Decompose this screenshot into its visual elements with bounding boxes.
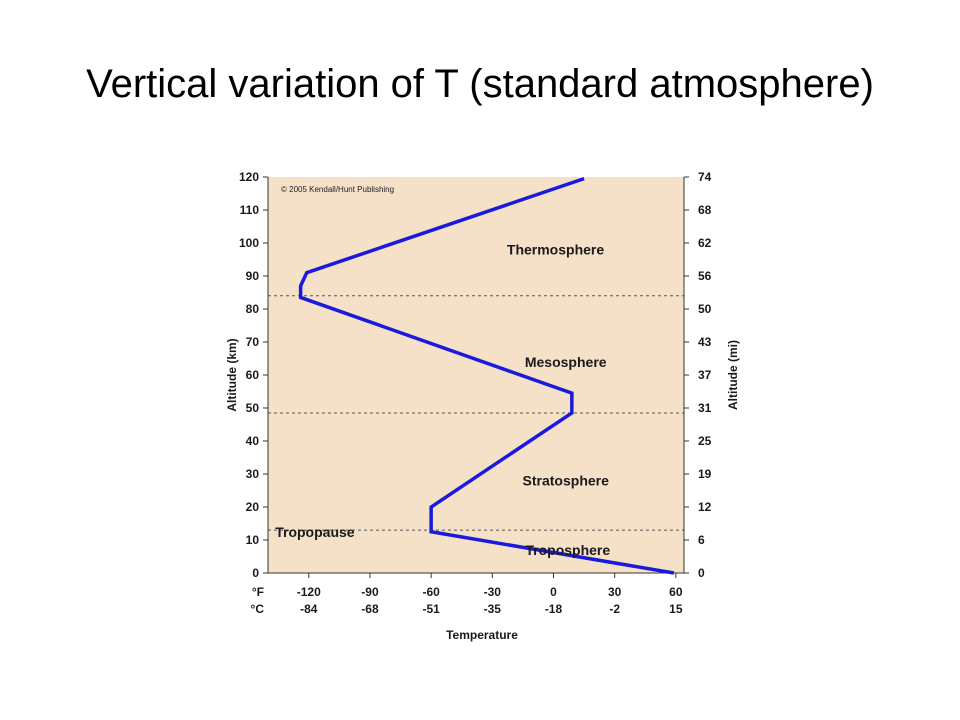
series-group [298, 176, 675, 575]
y-tick-label-km: 70 [246, 335, 260, 349]
x-tick-label-c: -51 [422, 602, 440, 616]
y-tick-label-km: 120 [239, 170, 259, 184]
y-tick-label-mi: 62 [698, 236, 712, 250]
y-axis-title-km: Altitude (km) [225, 338, 239, 411]
y-axis-title-mi: Altitude (mi) [726, 340, 740, 410]
y-tick-label-km: 0 [252, 566, 259, 580]
region-label: Thermosphere [507, 242, 604, 258]
y-tick-label-mi: 6 [698, 533, 705, 547]
x-tick-label-f: -90 [361, 585, 379, 599]
y-tick-label-km: 90 [246, 269, 260, 283]
y-tick-label-mi: 12 [698, 500, 712, 514]
y-tick-label-km: 20 [246, 500, 260, 514]
x-tick-label-c: -35 [484, 602, 502, 616]
y-tick-label-mi: 56 [698, 269, 712, 283]
slide-title: Vertical variation of T (standard atmosp… [86, 62, 874, 106]
x-axis-title: Temperature [446, 628, 518, 642]
x-unit-f: °F [252, 585, 264, 599]
x-tick-label-c: -68 [361, 602, 379, 616]
x-tick-label-c: -84 [300, 602, 318, 616]
x-unit-c: °C [251, 602, 265, 616]
y-tick-label-km: 100 [239, 236, 259, 250]
plot-background [268, 177, 684, 573]
labels: Troposphere Tropopause Stratosphere Mesosph… [275, 185, 610, 558]
x-tick-label-c: -18 [545, 602, 563, 616]
y-tick-label-mi: 50 [698, 302, 712, 316]
y-tick-label-km: 60 [246, 368, 260, 382]
y-tick-label-km: 80 [246, 302, 260, 316]
region-label: Tropopause [275, 524, 355, 540]
x-tick-label-f: -120 [297, 585, 321, 599]
y-tick-label-km: 30 [246, 467, 260, 481]
y-tick-label-km: 110 [240, 203, 260, 217]
x-tick-label-f: -60 [422, 585, 440, 599]
region-label: Troposphere [525, 542, 610, 558]
x-tick-label-f: -30 [484, 585, 502, 599]
temperature-profile-line [298, 176, 675, 575]
x-tick-label-f: 0 [550, 585, 557, 599]
y-tick-label-mi: 74 [698, 170, 712, 184]
y-tick-label-mi: 0 [698, 566, 705, 580]
y-tick-label-mi: 25 [698, 434, 712, 448]
y-tick-label-mi: 68 [698, 203, 712, 217]
y-tick-label-km: 10 [246, 533, 260, 547]
x-tick-label-c: -2 [609, 602, 620, 616]
y-tick-label-mi: 43 [698, 335, 712, 349]
copyright-note: © 2005 Kendall/Hunt Publishing [281, 185, 394, 194]
y-tick-label-km: 40 [246, 434, 260, 448]
x-tick-label-f: 60 [669, 585, 683, 599]
x-tick-label-c: 15 [669, 602, 683, 616]
region-label: Stratosphere [523, 473, 610, 489]
y-tick-label-mi: 37 [698, 368, 712, 382]
y-tick-label-km: 50 [246, 401, 260, 415]
x-tick-label-f: 30 [608, 585, 622, 599]
region-label: Mesosphere [525, 354, 607, 370]
y-tick-label-mi: 19 [698, 467, 712, 481]
y-tick-label-mi: 31 [698, 401, 712, 415]
